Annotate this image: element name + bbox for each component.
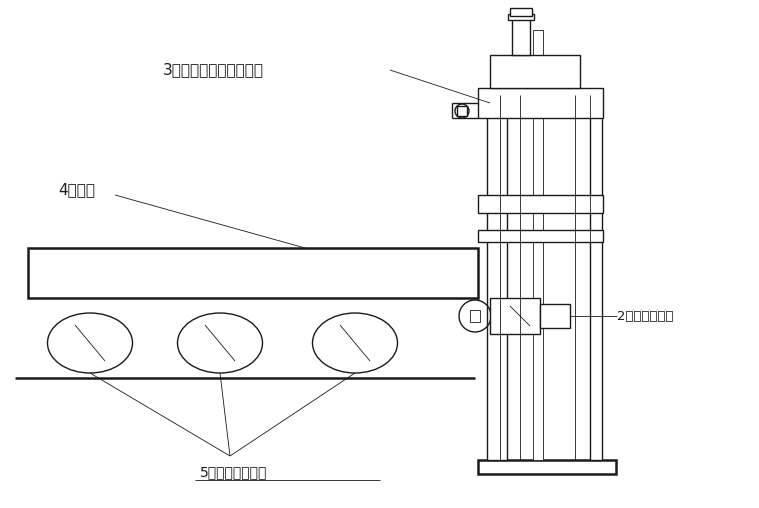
Bar xyxy=(533,30,543,460)
Bar xyxy=(590,95,602,460)
Bar xyxy=(478,230,603,242)
Bar xyxy=(490,55,580,88)
Bar xyxy=(487,95,507,460)
Bar xyxy=(478,88,603,118)
Text: 5．板坤输送辊道: 5．板坤输送辊道 xyxy=(200,465,267,479)
Bar xyxy=(28,248,478,298)
Bar xyxy=(457,106,467,116)
Bar xyxy=(470,310,480,322)
Bar xyxy=(510,8,532,16)
Text: 4．板坤: 4．板坤 xyxy=(58,182,95,198)
Bar xyxy=(508,14,534,20)
Bar xyxy=(490,298,540,334)
Bar xyxy=(478,195,603,213)
Text: 2．激光测距以: 2．激光测距以 xyxy=(617,309,673,323)
Bar xyxy=(478,460,616,474)
Text: 3．测量框架及气缸机构: 3．测量框架及气缸机构 xyxy=(163,62,264,78)
Bar xyxy=(540,304,570,328)
Bar xyxy=(512,18,530,55)
